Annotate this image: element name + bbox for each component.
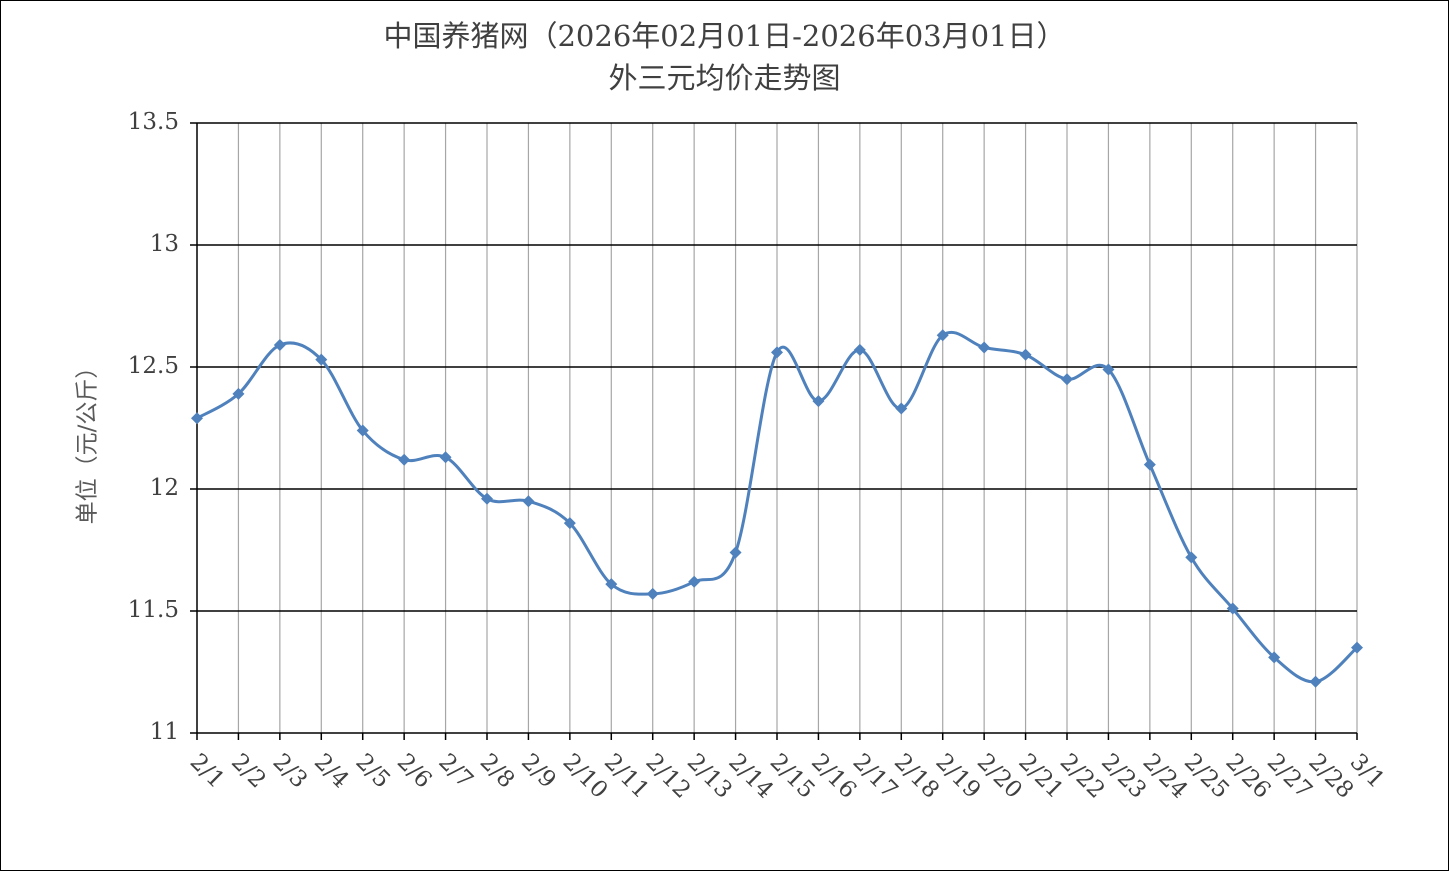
- data-point: [356, 424, 369, 437]
- x-tick-label: 2/22: [1055, 749, 1110, 804]
- x-tick-label: 2/14: [723, 749, 778, 804]
- x-tick-label: 2/17: [848, 749, 903, 804]
- data-point: [1143, 458, 1156, 471]
- data-point: [273, 339, 286, 352]
- axes: [190, 122, 1358, 740]
- y-tick-label: 13.5: [128, 109, 179, 135]
- data-point: [563, 517, 576, 530]
- x-tick-label: 2/9: [516, 749, 561, 794]
- data-point: [688, 575, 701, 588]
- data-point: [729, 546, 742, 559]
- data-point: [1226, 602, 1239, 615]
- tick-labels: 1111.51212.51313.52/12/22/32/42/52/62/72…: [128, 109, 1390, 804]
- x-tick-label: 2/1: [185, 749, 230, 794]
- data-point: [398, 453, 411, 466]
- y-tick-label: 11: [150, 719, 179, 745]
- data-point: [191, 412, 203, 425]
- x-tick-label: 2/28: [1303, 749, 1358, 804]
- x-tick-label: 2/10: [558, 749, 613, 804]
- x-tick-label: 2/27: [1262, 749, 1317, 804]
- x-tick-label: 2/7: [433, 749, 478, 794]
- x-tick-label: 2/24: [1138, 749, 1193, 804]
- x-tick-label: 2/15: [765, 749, 820, 804]
- y-axis-label: 单位（元/公斤）: [75, 356, 101, 525]
- x-tick-label: 2/21: [1013, 749, 1068, 804]
- x-tick-label: 2/18: [889, 749, 944, 804]
- data-point: [605, 578, 618, 591]
- data-point: [1351, 641, 1363, 654]
- data-point: [895, 402, 908, 415]
- data-point: [1019, 348, 1032, 361]
- data-point: [439, 451, 452, 464]
- grid: [197, 122, 1358, 733]
- data-point: [1102, 363, 1115, 376]
- data-point: [1268, 651, 1281, 664]
- data-point: [1309, 675, 1322, 688]
- x-tick-label: 2/19: [930, 749, 985, 804]
- x-tick-label: 2/4: [309, 749, 354, 794]
- x-tick-label: 2/3: [268, 749, 313, 794]
- data-point: [481, 492, 493, 505]
- data-point: [978, 341, 991, 354]
- data-point: [936, 329, 949, 342]
- x-tick-label: 2/5: [350, 749, 395, 794]
- chart-title: 中国养猪网（2026年02月01日-2026年03月01日）: [383, 19, 1066, 53]
- x-tick-label: 2/2: [226, 749, 271, 794]
- x-tick-label: 2/25: [1179, 749, 1234, 804]
- x-tick-label: 2/8: [475, 749, 520, 794]
- x-tick-label: 2/23: [1096, 749, 1151, 804]
- x-tick-label: 2/26: [1220, 749, 1275, 804]
- x-tick-label: 2/13: [682, 749, 737, 804]
- y-tick-label: 11.5: [128, 597, 179, 623]
- y-tick-label: 12.5: [128, 353, 179, 379]
- x-tick-label: 2/16: [806, 749, 861, 804]
- y-tick-label: 12: [150, 475, 179, 501]
- chart-subtitle: 外三元均价走势图: [608, 61, 841, 95]
- x-tick-label: 2/11: [599, 749, 654, 804]
- data-point: [812, 395, 825, 408]
- data-point: [522, 495, 535, 508]
- series: [191, 329, 1363, 688]
- x-tick-label: 2/12: [640, 749, 695, 804]
- data-point: [771, 346, 783, 359]
- data-point: [1061, 373, 1073, 386]
- data-point: [315, 353, 328, 366]
- x-tick-label: 2/6: [392, 749, 437, 794]
- y-tick-label: 13: [150, 231, 179, 257]
- data-point: [646, 587, 659, 600]
- data-point: [232, 387, 245, 400]
- x-tick-label: 2/20: [972, 749, 1027, 804]
- data-point: [853, 343, 866, 356]
- data-point: [1185, 551, 1198, 564]
